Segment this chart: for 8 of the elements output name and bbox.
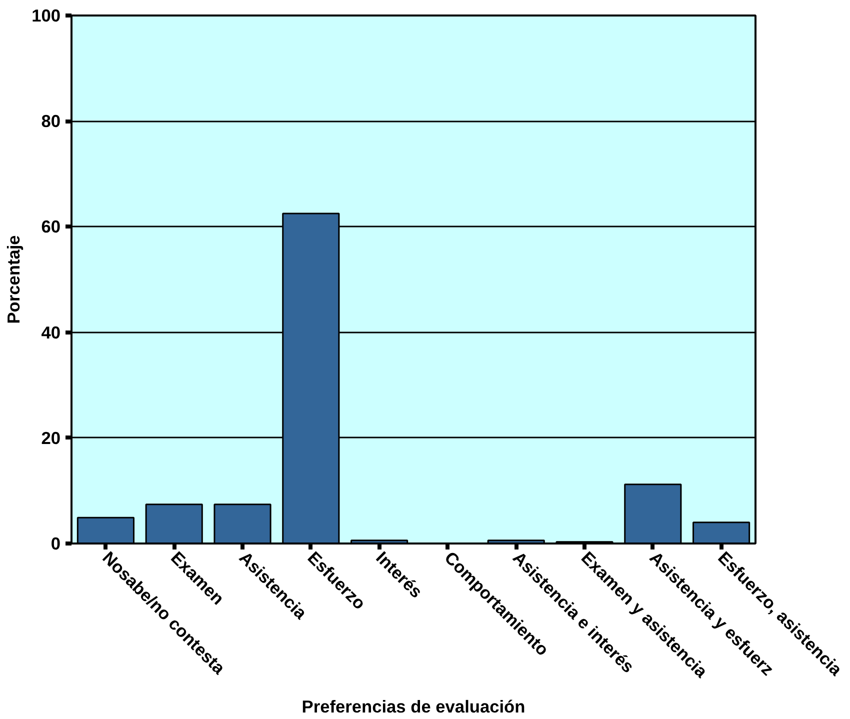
x-axis-title: Preferencias de evaluación (302, 696, 526, 717)
y-tick-label: 40 (41, 322, 61, 342)
y-tick-label: 0 (50, 534, 61, 554)
y-tick-label: 60 (41, 216, 61, 237)
y-axis-title: Porcentaje (4, 234, 24, 324)
y-tick-label: 100 (32, 6, 61, 26)
y-tick-label: 20 (41, 428, 61, 448)
y-tick-label: 80 (41, 111, 61, 132)
